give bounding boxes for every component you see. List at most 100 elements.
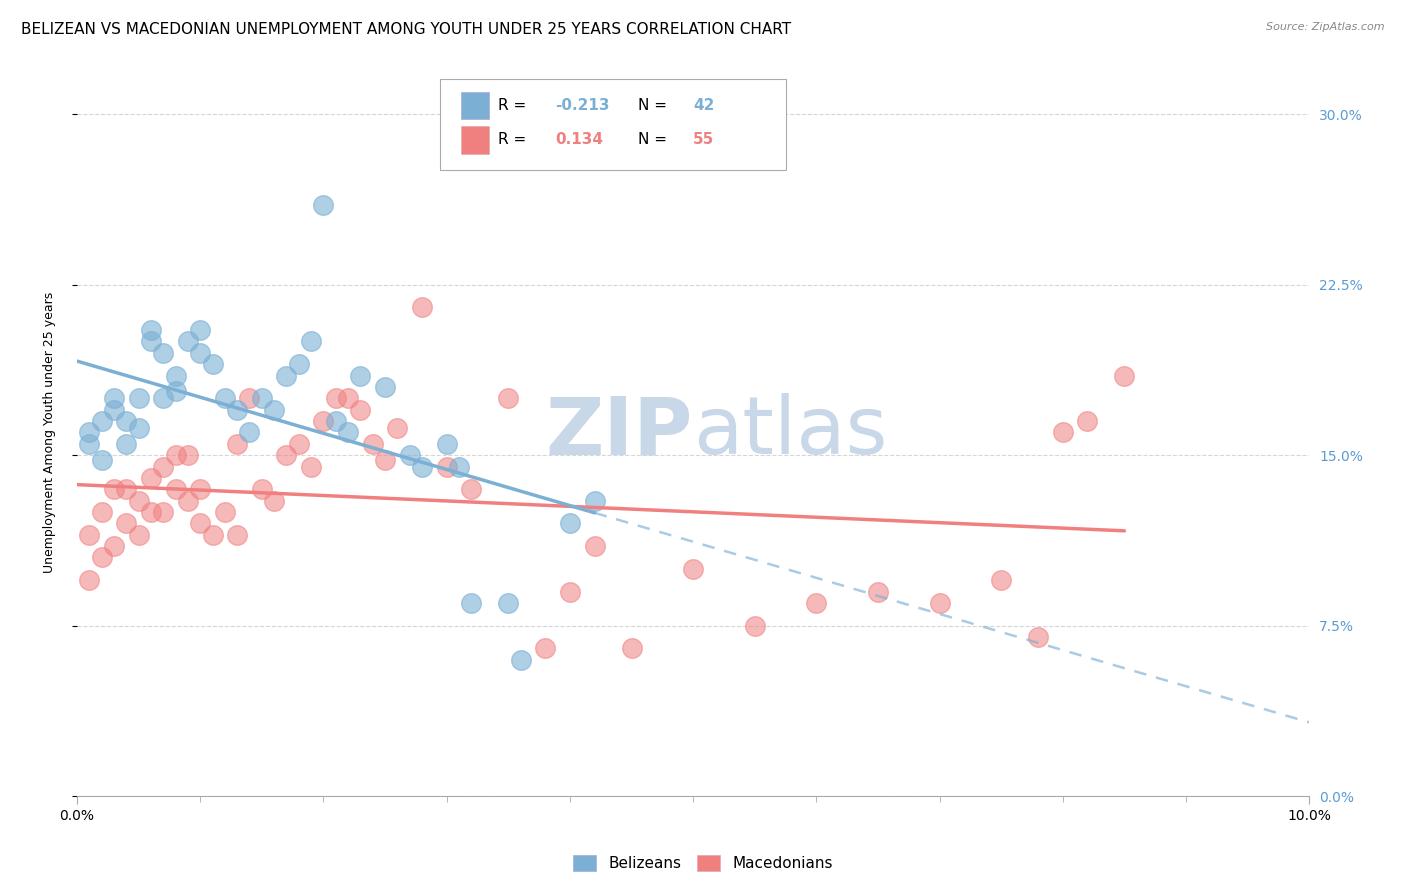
- Text: N =: N =: [638, 132, 672, 147]
- Point: [128, 493, 150, 508]
- Point: [139, 471, 162, 485]
- Point: [806, 596, 828, 610]
- Point: [103, 539, 125, 553]
- Point: [77, 425, 100, 440]
- Point: [287, 437, 309, 451]
- Point: [460, 596, 482, 610]
- Point: [226, 437, 249, 451]
- Point: [201, 527, 224, 541]
- Point: [299, 459, 322, 474]
- Point: [1052, 425, 1074, 440]
- Point: [447, 459, 470, 474]
- Text: 0.134: 0.134: [555, 132, 603, 147]
- Point: [90, 414, 112, 428]
- Point: [115, 437, 138, 451]
- Point: [374, 380, 396, 394]
- Point: [374, 452, 396, 467]
- Point: [165, 448, 187, 462]
- Point: [250, 482, 273, 496]
- Point: [496, 392, 519, 406]
- Y-axis label: Unemployment Among Youth under 25 years: Unemployment Among Youth under 25 years: [44, 292, 56, 573]
- Point: [460, 482, 482, 496]
- Text: atlas: atlas: [693, 393, 887, 471]
- Point: [77, 437, 100, 451]
- Point: [152, 346, 174, 360]
- Point: [398, 448, 420, 462]
- Point: [165, 482, 187, 496]
- Point: [1114, 368, 1136, 383]
- Point: [349, 368, 371, 383]
- Point: [90, 505, 112, 519]
- Point: [77, 527, 100, 541]
- Point: [276, 448, 298, 462]
- Point: [325, 392, 347, 406]
- Point: [312, 414, 335, 428]
- Point: [866, 584, 889, 599]
- Point: [103, 392, 125, 406]
- Point: [201, 357, 224, 371]
- Point: [177, 448, 200, 462]
- Point: [115, 516, 138, 531]
- Point: [263, 402, 285, 417]
- Point: [534, 641, 557, 656]
- Point: [152, 505, 174, 519]
- Point: [387, 421, 409, 435]
- Point: [188, 346, 211, 360]
- Point: [128, 392, 150, 406]
- Point: [496, 596, 519, 610]
- Point: [312, 198, 335, 212]
- Point: [928, 596, 950, 610]
- Text: R =: R =: [498, 98, 531, 113]
- Point: [558, 584, 581, 599]
- Point: [226, 402, 249, 417]
- Point: [744, 618, 766, 632]
- Bar: [461, 126, 488, 153]
- Text: -0.213: -0.213: [555, 98, 610, 113]
- Point: [509, 653, 531, 667]
- Point: [411, 459, 433, 474]
- Point: [103, 402, 125, 417]
- Point: [139, 334, 162, 349]
- Point: [287, 357, 309, 371]
- Text: N =: N =: [638, 98, 672, 113]
- Point: [139, 505, 162, 519]
- Point: [177, 334, 200, 349]
- Point: [337, 425, 360, 440]
- Point: [115, 414, 138, 428]
- Point: [1076, 414, 1098, 428]
- Point: [165, 368, 187, 383]
- Point: [152, 459, 174, 474]
- Point: [152, 392, 174, 406]
- Point: [214, 505, 236, 519]
- Point: [337, 392, 360, 406]
- Text: 55: 55: [693, 132, 714, 147]
- Point: [165, 384, 187, 399]
- Text: 42: 42: [693, 98, 714, 113]
- Point: [436, 437, 458, 451]
- Point: [128, 527, 150, 541]
- Point: [682, 562, 704, 576]
- Point: [583, 539, 606, 553]
- Text: BELIZEAN VS MACEDONIAN UNEMPLOYMENT AMONG YOUTH UNDER 25 YEARS CORRELATION CHART: BELIZEAN VS MACEDONIAN UNEMPLOYMENT AMON…: [21, 22, 792, 37]
- Bar: [461, 92, 488, 120]
- Text: ZIP: ZIP: [546, 393, 693, 471]
- Point: [214, 392, 236, 406]
- Point: [990, 573, 1012, 587]
- Point: [188, 482, 211, 496]
- Point: [583, 493, 606, 508]
- Point: [250, 392, 273, 406]
- Point: [188, 516, 211, 531]
- Point: [1026, 630, 1049, 644]
- Point: [263, 493, 285, 508]
- Point: [361, 437, 384, 451]
- Point: [90, 452, 112, 467]
- Point: [128, 421, 150, 435]
- Point: [77, 573, 100, 587]
- Point: [115, 482, 138, 496]
- Point: [558, 516, 581, 531]
- Point: [90, 550, 112, 565]
- Text: R =: R =: [498, 132, 537, 147]
- Point: [620, 641, 643, 656]
- Point: [238, 425, 260, 440]
- Point: [103, 482, 125, 496]
